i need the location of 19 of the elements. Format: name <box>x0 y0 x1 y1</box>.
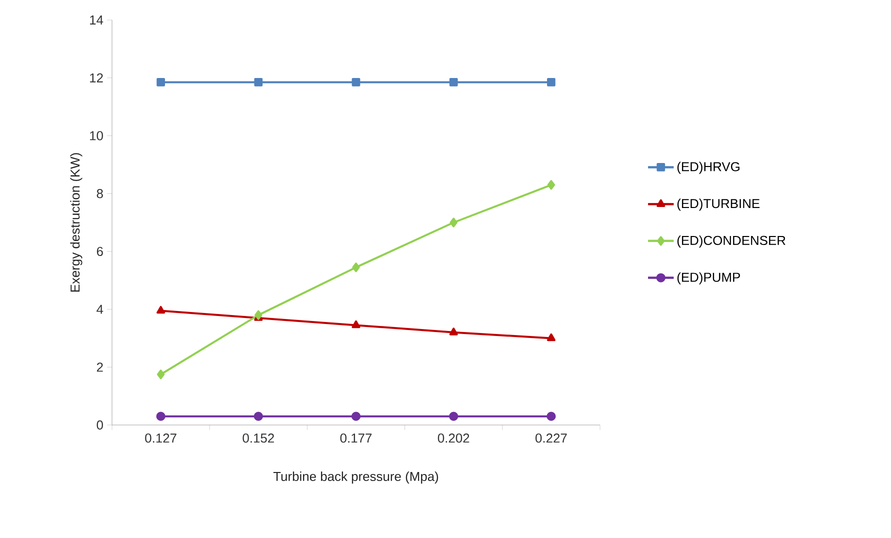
x-tick-label: 0.227 <box>536 434 567 443</box>
y-tick-label: 4 <box>96 304 104 314</box>
y-tick-label: 2 <box>96 362 103 372</box>
x-tick-label: 0.177 <box>340 434 372 443</box>
y-tick-label: 0 <box>96 420 103 430</box>
y-tick-label: 12 <box>90 73 103 82</box>
y-tick-label: 14 <box>90 16 104 24</box>
x-tick-label: 0.202 <box>438 434 470 443</box>
y-axis-title: Exergy destruction (KW) <box>70 153 82 292</box>
y-tick-label: 8 <box>96 188 103 198</box>
legend-label: (ED)PUMP <box>677 272 740 284</box>
legend-label: (ED)TURBINE <box>677 198 760 211</box>
legend-label: (ED)HRVG <box>677 162 740 174</box>
legend-label: (ED)CONDENSER <box>677 235 786 248</box>
x-axis-title: Turbine back pressure (Mpa) <box>273 472 438 484</box>
y-tick-label: 10 <box>90 131 103 140</box>
x-tick-label: 0.152 <box>242 434 274 443</box>
y-tick-label: 6 <box>96 246 103 256</box>
x-tick-label: 0.127 <box>145 434 176 443</box>
